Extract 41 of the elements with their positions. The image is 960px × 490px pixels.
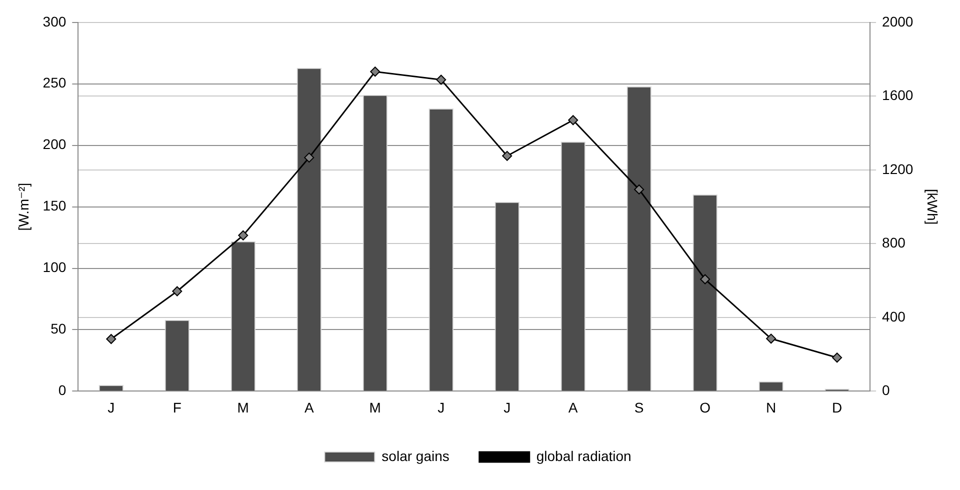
x-tick-label: M [237,399,249,416]
y-tick-label: 0 [58,382,66,398]
y-tick-label: 300 [42,13,66,30]
y-axis-title: [W.m⁻²] [15,182,32,231]
point [436,74,446,85]
x-tick-label: J [504,399,511,416]
y-tick-label: 100 [42,259,66,276]
y-tick-label: 150 [42,198,66,214]
y2-tick-label: 800 [882,234,906,251]
point [832,352,842,363]
x-tick-label: A [304,399,314,416]
point [370,66,380,77]
x-tick-label: S [634,399,644,416]
y-tick-label: 250 [42,74,66,91]
point [766,334,776,344]
x-tick-label: M [369,399,381,416]
x-tick-label: D [832,399,842,416]
y2-axis-title: [kWh] [924,188,941,225]
legend-label: solar gains [382,448,450,464]
x-tick-label: A [568,399,578,416]
legend-label: global radiation [536,448,632,464]
point [172,286,182,296]
point [238,230,248,240]
x-tick-label: J [108,399,115,416]
point [304,152,314,163]
point [634,184,644,194]
x-tick-label: J [438,399,445,416]
y2-tick-label: 1600 [882,87,914,104]
x-tick-label: N [766,399,776,416]
point [502,150,512,161]
x-tick-label: F [172,399,182,416]
point [568,115,578,126]
point [700,274,710,284]
point [106,334,116,344]
y2-tick-label: 400 [882,308,906,324]
y-tick-label: 50 [50,320,66,337]
y2-tick-label: 1200 [882,160,914,177]
x-tick-label: O [700,399,711,416]
y2-tick-label: 0 [882,382,890,398]
y-tick-label: 200 [42,136,66,152]
y2-tick-label: 2000 [882,13,914,30]
